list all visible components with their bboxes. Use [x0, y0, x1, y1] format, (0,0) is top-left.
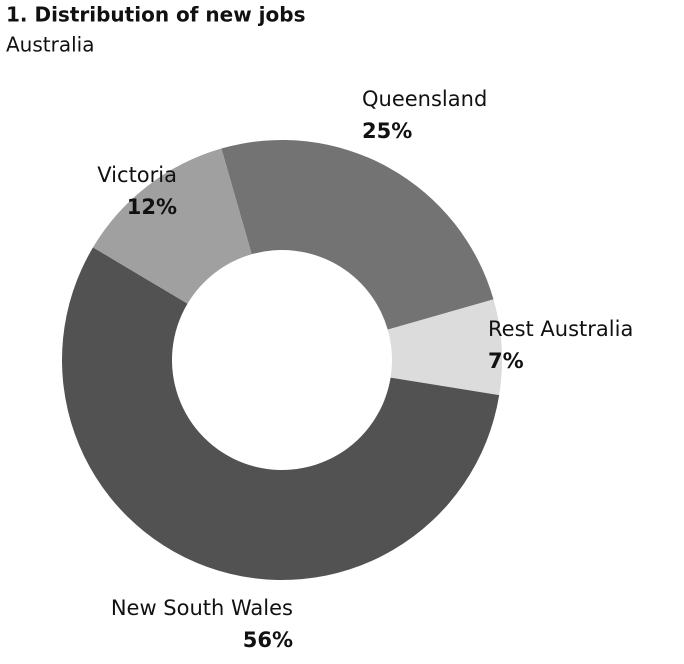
donut-slice: [387, 299, 502, 396]
chart-subtitle: Australia: [6, 33, 94, 57]
slice-label: New South Wales: [111, 596, 293, 620]
slice-value: 25%: [362, 119, 412, 143]
slice-label: Victoria: [97, 163, 177, 187]
donut-slice: [93, 148, 252, 304]
donut-slice: [61, 247, 500, 581]
slice-label: Queensland: [362, 87, 487, 111]
slice-value: 56%: [243, 628, 293, 652]
slice-value: 12%: [127, 195, 177, 219]
slice-label: Rest Australia: [488, 317, 633, 341]
donut-slice: [221, 140, 494, 330]
chart-title: 1. Distribution of new jobs: [6, 3, 306, 27]
slice-value: 7%: [488, 349, 524, 373]
